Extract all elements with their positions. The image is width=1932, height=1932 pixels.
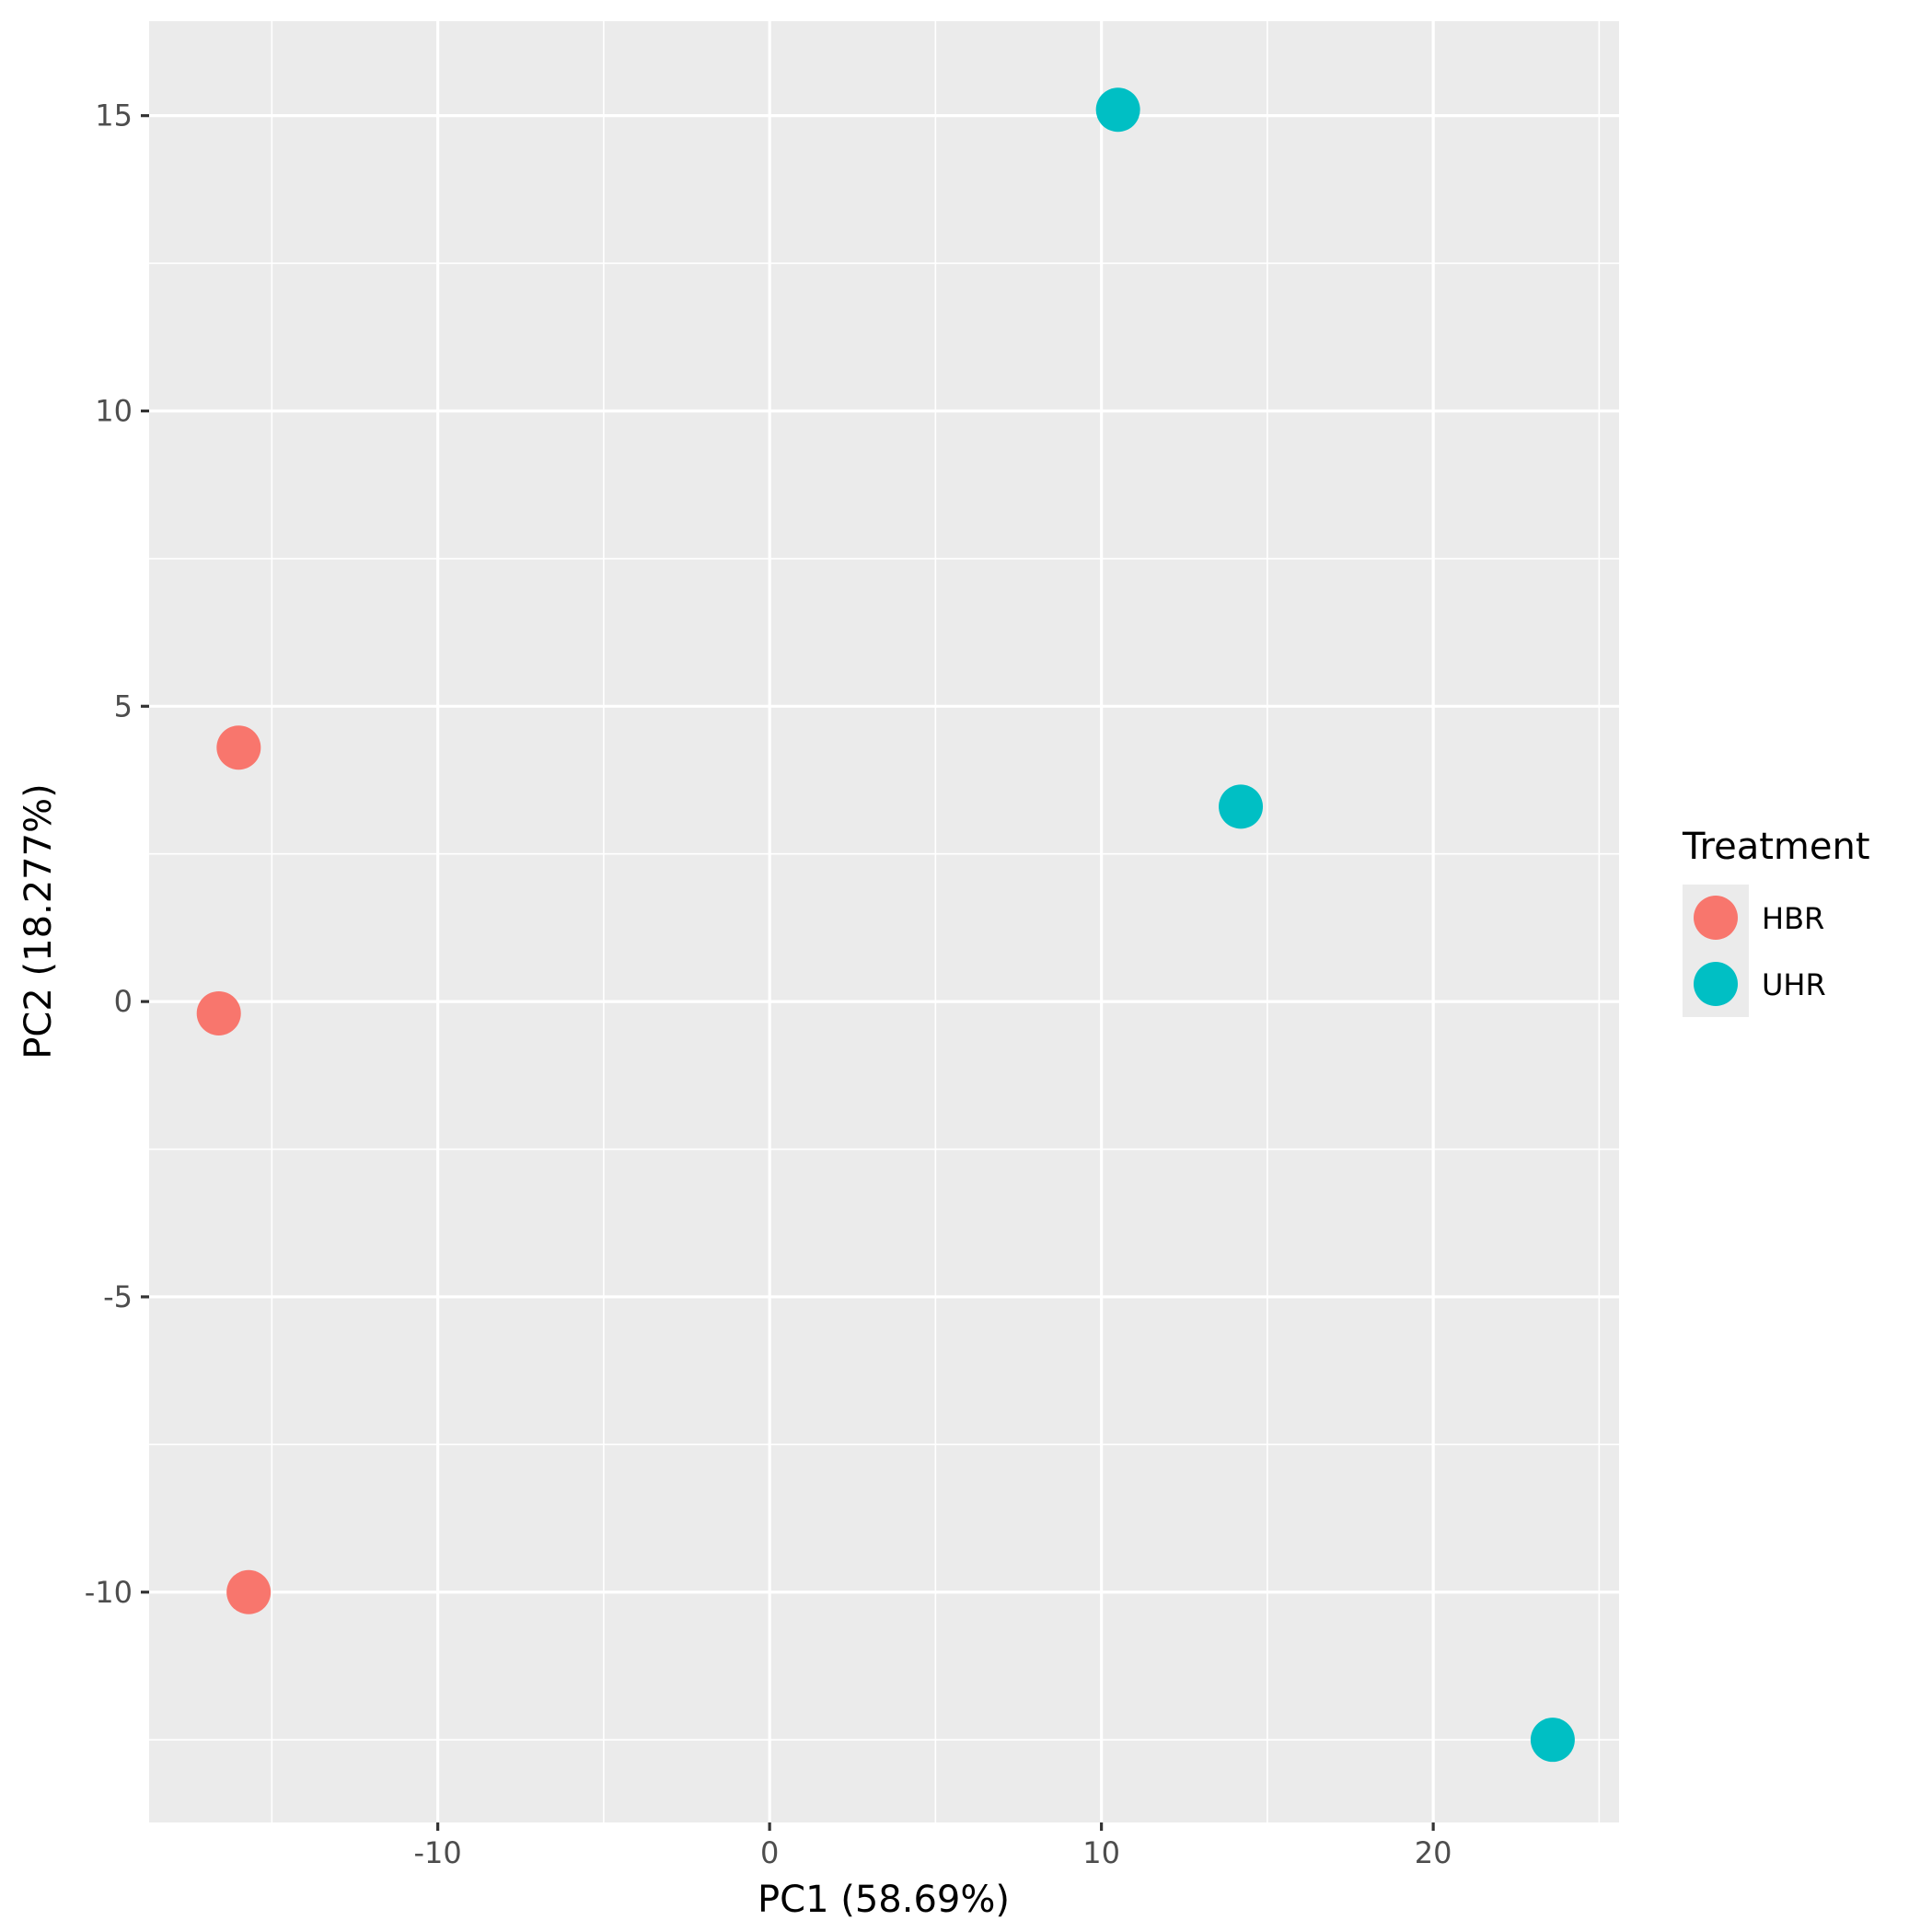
x-tick-label: 0 <box>760 1835 779 1870</box>
legend: Treatment HBR UHR <box>1682 826 1870 1017</box>
legend-title: Treatment <box>1682 826 1870 868</box>
legend-label-uhr: UHR <box>1762 967 1826 1002</box>
y-tick-label: 15 <box>95 98 133 133</box>
plot-panel <box>149 21 1619 1822</box>
axis-tick-labels: -10 0 10 20 -10 -5 0 5 10 15 <box>85 98 1452 1870</box>
x-tick-label: 20 <box>1415 1835 1452 1870</box>
data-point-uhr <box>1219 784 1264 829</box>
y-tick-label: -10 <box>85 1575 133 1610</box>
y-tick-label: -5 <box>103 1279 133 1314</box>
data-point-hbr <box>226 1569 272 1614</box>
x-tick-label: -10 <box>413 1835 461 1870</box>
legend-label-hbr: HBR <box>1762 901 1824 936</box>
y-tick-label: 10 <box>95 393 133 428</box>
y-tick-label: 0 <box>114 984 133 1019</box>
data-points <box>196 87 1575 1763</box>
x-axis-title: PC1 (58.69%) <box>758 1879 1010 1921</box>
minor-gridlines <box>149 21 1619 1822</box>
legend-key-hbr <box>1694 896 1738 940</box>
x-tick-label: 10 <box>1082 1835 1120 1870</box>
y-tick-label: 5 <box>114 688 133 723</box>
y-axis-title: PC2 (18.277%) <box>17 783 60 1059</box>
data-point-uhr <box>1530 1718 1575 1763</box>
major-gridlines <box>149 21 1619 1822</box>
legend-key-uhr <box>1694 962 1738 1006</box>
data-point-hbr <box>216 725 261 770</box>
axis-ticks <box>141 114 1435 1831</box>
data-point-hbr <box>196 990 241 1035</box>
data-point-uhr <box>1095 87 1140 133</box>
